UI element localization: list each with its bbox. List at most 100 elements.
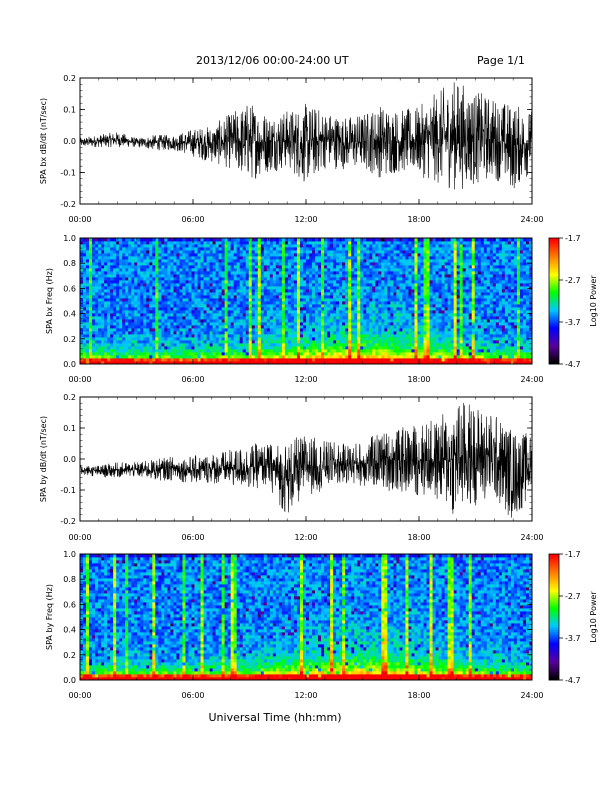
spectrogram-cell bbox=[164, 319, 168, 323]
spectrogram-cell bbox=[80, 253, 84, 257]
spectrogram-cell bbox=[176, 268, 180, 272]
spectrogram-cell bbox=[158, 358, 162, 362]
spectrogram-cell bbox=[417, 310, 421, 314]
spectrogram-cell bbox=[200, 262, 204, 266]
spectrogram-cell bbox=[239, 304, 244, 308]
spectrogram-cell bbox=[423, 355, 427, 359]
spectrogram-cell bbox=[420, 337, 424, 341]
spectrogram-cell bbox=[137, 340, 141, 344]
spectrogram-cell bbox=[245, 310, 250, 314]
spectrogram-cell bbox=[299, 340, 304, 344]
spectrogram-cell bbox=[257, 352, 262, 356]
spectrogram-cell bbox=[107, 262, 111, 266]
spectrogram-cell bbox=[269, 271, 274, 275]
spectrogram-cell bbox=[306, 361, 310, 365]
spectrogram-cell bbox=[330, 250, 334, 254]
spectrogram-cell bbox=[191, 244, 195, 248]
spectrogram-cell bbox=[384, 274, 388, 278]
spectrogram-cell bbox=[242, 289, 247, 293]
spectrogram-cell bbox=[89, 316, 93, 320]
spectrogram-cell bbox=[179, 340, 183, 344]
spectrogram-cell bbox=[176, 295, 180, 299]
spectrogram-cell bbox=[309, 253, 313, 257]
spectrogram-cell bbox=[239, 268, 244, 272]
spectrogram-cell bbox=[324, 250, 328, 254]
spectrogram-cell bbox=[339, 277, 343, 281]
spectrogram-cell bbox=[321, 349, 325, 353]
spectrogram-cell bbox=[402, 274, 406, 278]
spectrogram-cell bbox=[290, 340, 295, 344]
spectrogram-cell bbox=[263, 319, 268, 323]
spectrogram-cell bbox=[257, 316, 262, 320]
spectrogram-cell bbox=[281, 313, 286, 317]
spectrogram-cell bbox=[333, 244, 337, 248]
spectrogram-cell bbox=[266, 313, 271, 317]
spectrogram-cell bbox=[197, 238, 201, 242]
spectrogram-cell bbox=[167, 241, 171, 245]
spectrogram-cell bbox=[290, 325, 295, 329]
spectrogram-cell bbox=[302, 331, 307, 335]
spectrogram-cell bbox=[122, 313, 126, 317]
spectrogram-cell bbox=[83, 265, 87, 269]
spectrogram-cell bbox=[251, 304, 256, 308]
spectrogram-cell bbox=[128, 265, 132, 269]
spectrogram-cell bbox=[149, 307, 153, 311]
spectrogram-cell bbox=[423, 358, 427, 362]
spectrogram-cell bbox=[254, 310, 259, 314]
spectrogram-cell bbox=[315, 361, 319, 365]
spectrogram-cell bbox=[257, 253, 262, 257]
spectrogram-cell bbox=[92, 343, 96, 347]
spectrogram-cell bbox=[209, 310, 213, 314]
spectrogram-cell bbox=[92, 319, 96, 323]
spectrogram-cell bbox=[131, 268, 135, 272]
spectrogram-cell bbox=[203, 271, 207, 275]
spectrogram-cell bbox=[203, 298, 207, 302]
spectrogram-cell bbox=[260, 316, 265, 320]
spectrogram-cell bbox=[200, 346, 204, 350]
spectrogram-cell bbox=[378, 307, 382, 311]
spectrogram-cell bbox=[312, 280, 316, 284]
spectrogram-cell bbox=[191, 250, 195, 254]
spectrogram-cell bbox=[260, 289, 265, 293]
spectrogram-cell bbox=[140, 298, 144, 302]
spectrogram-cell bbox=[387, 310, 391, 314]
spectrogram-cell bbox=[321, 307, 325, 311]
spectrogram-cell bbox=[254, 346, 259, 350]
spectrogram-cell bbox=[200, 316, 204, 320]
spectrogram-cell bbox=[227, 322, 232, 326]
spectrogram-cell bbox=[393, 250, 397, 254]
spectrogram-cell bbox=[221, 349, 226, 353]
spectrogram-cell bbox=[263, 337, 268, 341]
spectrogram-cell bbox=[290, 322, 295, 326]
spectrogram-cell bbox=[215, 328, 220, 332]
spectrogram-cell bbox=[170, 256, 174, 260]
spectrogram-cell bbox=[309, 280, 313, 284]
spectrogram-cell bbox=[80, 310, 84, 314]
spectrogram-cell bbox=[239, 298, 244, 302]
spectrogram-cell bbox=[164, 238, 168, 242]
spectrogram-cell bbox=[218, 250, 223, 254]
spectrogram-cell bbox=[179, 253, 183, 257]
spectrogram-cell bbox=[336, 334, 340, 338]
spectrogram-cell bbox=[248, 289, 253, 293]
spectrogram-cell bbox=[167, 250, 171, 254]
spectrogram-cell bbox=[200, 304, 204, 308]
spectrogram-cell bbox=[167, 280, 171, 284]
spectrogram-cell bbox=[182, 319, 186, 323]
spectrogram-cell bbox=[137, 247, 141, 251]
spectrogram-cell bbox=[104, 343, 108, 347]
spectrogram-cell bbox=[122, 322, 126, 326]
spectrogram-cell bbox=[224, 283, 229, 287]
spectrogram-cell bbox=[293, 349, 298, 353]
spectrogram-cell bbox=[357, 325, 361, 329]
spectrogram-cell bbox=[149, 280, 153, 284]
spectrogram-cell bbox=[330, 289, 334, 293]
spectrogram-cell bbox=[399, 307, 403, 311]
spectrogram-cell bbox=[197, 286, 201, 290]
spectrogram-cell bbox=[302, 271, 307, 275]
spectrogram-cell bbox=[197, 256, 201, 260]
spectrogram-cell bbox=[321, 319, 325, 323]
spectrogram-cell bbox=[333, 352, 337, 356]
spectrogram-cell bbox=[245, 352, 250, 356]
spectrogram-cell bbox=[134, 256, 138, 260]
